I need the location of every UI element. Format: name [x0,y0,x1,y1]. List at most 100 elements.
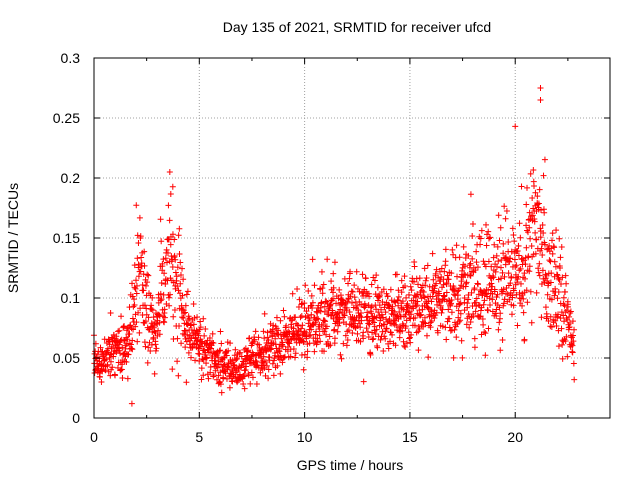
data-point [340,340,347,347]
data-point [281,313,288,320]
data-point [533,236,540,243]
data-point [521,336,528,343]
data-point [133,277,140,284]
data-point [137,233,144,240]
data-point [157,216,164,223]
data-point [570,338,577,345]
data-point [163,259,170,266]
data-point [180,315,187,322]
data-point [200,315,207,322]
data-point [511,238,518,245]
data-point [458,337,465,344]
data-point [200,372,207,379]
data-point [272,352,279,359]
data-point [502,261,509,268]
data-point [262,358,269,365]
data-point [251,336,258,343]
data-point [490,254,497,261]
data-point [178,340,185,347]
data-point [303,308,310,315]
data-point [277,370,284,377]
data-point [166,302,173,309]
data-point [134,232,141,239]
data-point [553,323,560,330]
data-point [138,254,145,261]
data-point [427,319,434,326]
data-point [315,316,322,323]
data-point [537,97,544,103]
data-point [564,316,571,323]
data-point [526,268,533,275]
data-point [565,324,572,331]
data-point [473,259,480,266]
data-point [514,247,521,254]
data-point [390,311,397,318]
data-point [439,306,446,313]
data-point [461,294,468,301]
data-point [314,315,321,322]
data-point [449,246,456,253]
data-point [456,301,463,308]
data-point [145,314,152,321]
data-point [350,320,357,327]
data-point [542,241,549,248]
data-point [544,277,551,284]
data-point [412,314,419,321]
data-point [399,298,406,305]
data-point [169,183,176,190]
data-point [98,379,105,386]
data-point [169,263,176,270]
data-point [474,280,481,287]
data-point [569,342,576,349]
data-point [393,322,400,329]
data-point [506,296,513,303]
data-point [283,322,290,329]
data-point [359,271,366,278]
data-point [477,241,484,248]
data-point [569,348,576,355]
data-point [477,235,484,242]
data-point [405,291,412,298]
data-point [371,319,378,326]
data-point [485,258,492,265]
data-point [492,268,499,275]
data-point [429,250,436,257]
x-axis-label: GPS time / hours [297,457,404,473]
data-point [274,362,281,369]
data-point [439,297,446,304]
data-point [403,294,410,301]
data-point [179,265,186,272]
data-point [289,290,296,297]
data-point [287,336,294,343]
data-point [388,297,395,304]
data-point [371,277,378,284]
data-point [459,267,466,274]
data-point [148,306,155,313]
data-point [471,285,478,292]
data-point [423,332,430,339]
data-point [307,331,314,338]
y-axis-label: SRMTID / TECUs [5,183,21,293]
data-point [444,318,451,325]
data-point [296,296,303,303]
data-point [510,287,517,294]
data-point [218,389,225,396]
data-point [149,307,156,314]
data-point [386,338,393,345]
data-point [411,263,418,270]
data-point [169,231,176,238]
data-point [357,324,364,331]
data-point [319,290,326,297]
data-point [172,269,179,276]
data-point [300,339,307,346]
data-point [167,291,174,298]
data-point [530,167,537,174]
data-point [351,294,358,301]
data-point [184,331,191,338]
data-point [343,342,350,349]
y-tick-label: 0.05 [53,350,80,366]
data-point [435,274,442,281]
data-point [469,232,476,239]
data-point [494,291,501,298]
data-point [537,225,544,232]
